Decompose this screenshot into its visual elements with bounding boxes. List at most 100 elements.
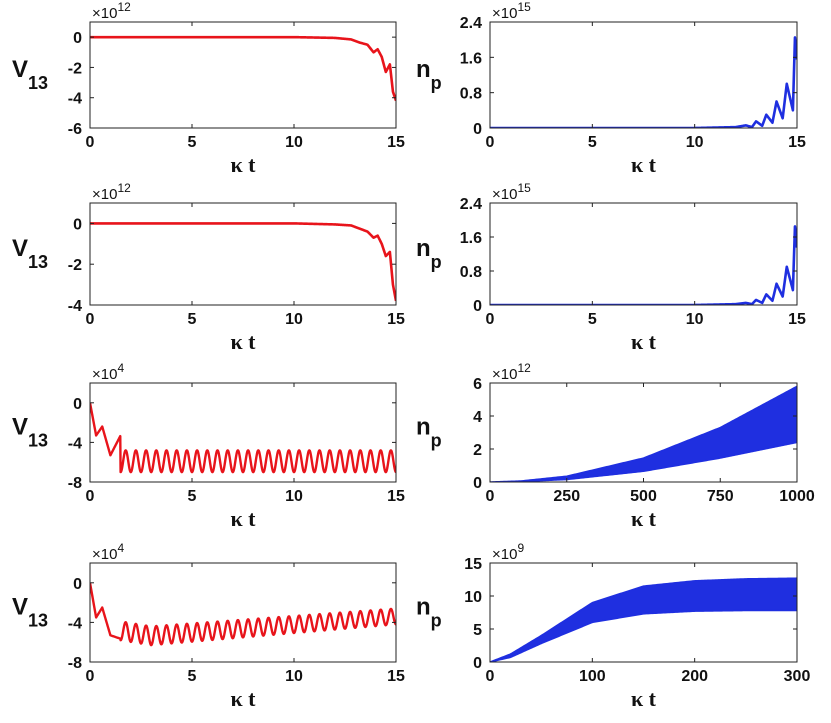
y-tick-label: 1.6 (460, 50, 482, 67)
axes-frame (89, 202, 397, 306)
x-tick-label: 10 (285, 488, 303, 505)
y-axis-label: np (416, 235, 442, 272)
y-label-base: n (416, 235, 431, 262)
panel-7: 0 5 10 15 0 -4 -8 ×104 κ t V13 (12, 541, 405, 711)
x-tick-label: 15 (387, 134, 405, 151)
y-tick-label: 0 (73, 216, 82, 233)
x-tick-label: 200 (681, 668, 708, 685)
multiplier-exponent: 12 (117, 181, 131, 195)
series-line (90, 222, 396, 302)
series-line (490, 36, 797, 128)
panel-8: 0 100 200 300 0 5 10 15 ×109 κ t np (416, 541, 810, 711)
x-tick-label: 5 (188, 668, 197, 685)
x-tick-label: 0 (86, 134, 95, 151)
x-tick-label: 0 (486, 134, 495, 151)
y-label-subscript: p (431, 252, 442, 272)
multiplier-base: ×10 (492, 546, 517, 563)
x-tick-label: 0 (86, 488, 95, 505)
x-tick-label: 10 (285, 134, 303, 151)
x-axis-label: κ t (631, 686, 657, 711)
x-tick-label: 0 (486, 311, 495, 328)
x-tick-label: 15 (387, 488, 405, 505)
y-label-subscript: p (431, 611, 442, 631)
x-axis-label: κ t (631, 152, 657, 177)
multiplier-exponent: 15 (517, 181, 531, 195)
y-tick-label: -6 (68, 121, 82, 138)
x-tick-label: 100 (579, 668, 606, 685)
x-axis-label: κ t (230, 506, 256, 531)
y-tick-label: -4 (68, 615, 82, 632)
plot-area (90, 402, 396, 474)
x-tick-label: 15 (788, 311, 806, 328)
x-axis-label: κ t (230, 686, 256, 711)
y-axis-label: V13 (12, 594, 48, 631)
x-axis-label: κ t (230, 329, 256, 354)
y-label-base: V (12, 56, 28, 83)
multiplier-base: ×10 (92, 366, 117, 383)
x-tick-label: 0 (86, 668, 95, 685)
plot-area (90, 582, 396, 647)
y-label-subscript: 13 (28, 431, 48, 451)
axes-frame (89, 382, 397, 483)
y-label-base: V (12, 414, 28, 441)
x-tick-label: 15 (788, 134, 806, 151)
y-tick-label: 0.8 (460, 86, 482, 103)
axis-multiplier: ×104 (92, 361, 124, 383)
multiplier-exponent: 4 (117, 361, 124, 375)
multiplier-exponent: 15 (517, 0, 531, 14)
y-tick-label: 0 (473, 298, 482, 315)
panel-6: 0 250 500 750 1000 0 2 4 6 ×1012 κ t np (416, 361, 815, 531)
x-tick-label: 5 (188, 134, 197, 151)
y-axis-label: V13 (12, 235, 48, 272)
x-tick-label: 0 (86, 311, 95, 328)
series-band (490, 577, 797, 662)
y-axis-label: V13 (12, 414, 48, 451)
y-tick-label: 10 (464, 589, 482, 606)
y-label-base: n (416, 56, 431, 83)
plot-area (90, 35, 396, 102)
axis-multiplier: ×1012 (92, 0, 131, 22)
multiplier-exponent: 9 (517, 541, 524, 555)
y-label-base: V (12, 594, 28, 621)
axis-multiplier: ×109 (492, 541, 524, 563)
multiplier-base: ×10 (92, 186, 117, 203)
y-tick-label: 2 (473, 442, 482, 459)
plot-area (490, 36, 797, 128)
plot-area (490, 385, 797, 482)
x-tick-label: 10 (285, 311, 303, 328)
x-tick-label: 1000 (779, 488, 815, 505)
axes-frame (489, 202, 798, 306)
x-tick-label: 5 (588, 311, 597, 328)
x-tick-label: 0 (486, 668, 495, 685)
x-tick-label: 5 (188, 311, 197, 328)
y-tick-label: 0 (73, 396, 82, 413)
x-tick-label: 15 (387, 668, 405, 685)
axis-multiplier: ×1015 (492, 181, 531, 203)
y-label-base: n (416, 414, 431, 441)
y-tick-label: -4 (68, 91, 82, 108)
series-line (90, 35, 396, 102)
y-axis-label: V13 (12, 56, 48, 93)
series-line (90, 582, 396, 647)
y-tick-label: 1.6 (460, 230, 482, 247)
x-tick-label: 5 (188, 488, 197, 505)
y-label-subscript: 13 (28, 73, 48, 93)
axes-frame (89, 21, 397, 129)
axis-multiplier: ×1012 (92, 181, 131, 203)
plot-area (490, 225, 797, 305)
multiplier-base: ×10 (492, 366, 517, 383)
y-tick-label: 0 (73, 576, 82, 593)
y-tick-label: -8 (68, 655, 82, 672)
series-band (490, 385, 797, 482)
x-tick-label: 0 (486, 488, 495, 505)
y-tick-label: -4 (68, 435, 82, 452)
x-axis-label: κ t (631, 506, 657, 531)
y-tick-label: 5 (473, 622, 482, 639)
y-label-subscript: 13 (28, 252, 48, 272)
axis-multiplier: ×1012 (492, 361, 531, 383)
y-tick-label: 6 (473, 376, 482, 393)
y-tick-label: 0 (473, 655, 482, 672)
y-label-base: n (416, 594, 431, 621)
